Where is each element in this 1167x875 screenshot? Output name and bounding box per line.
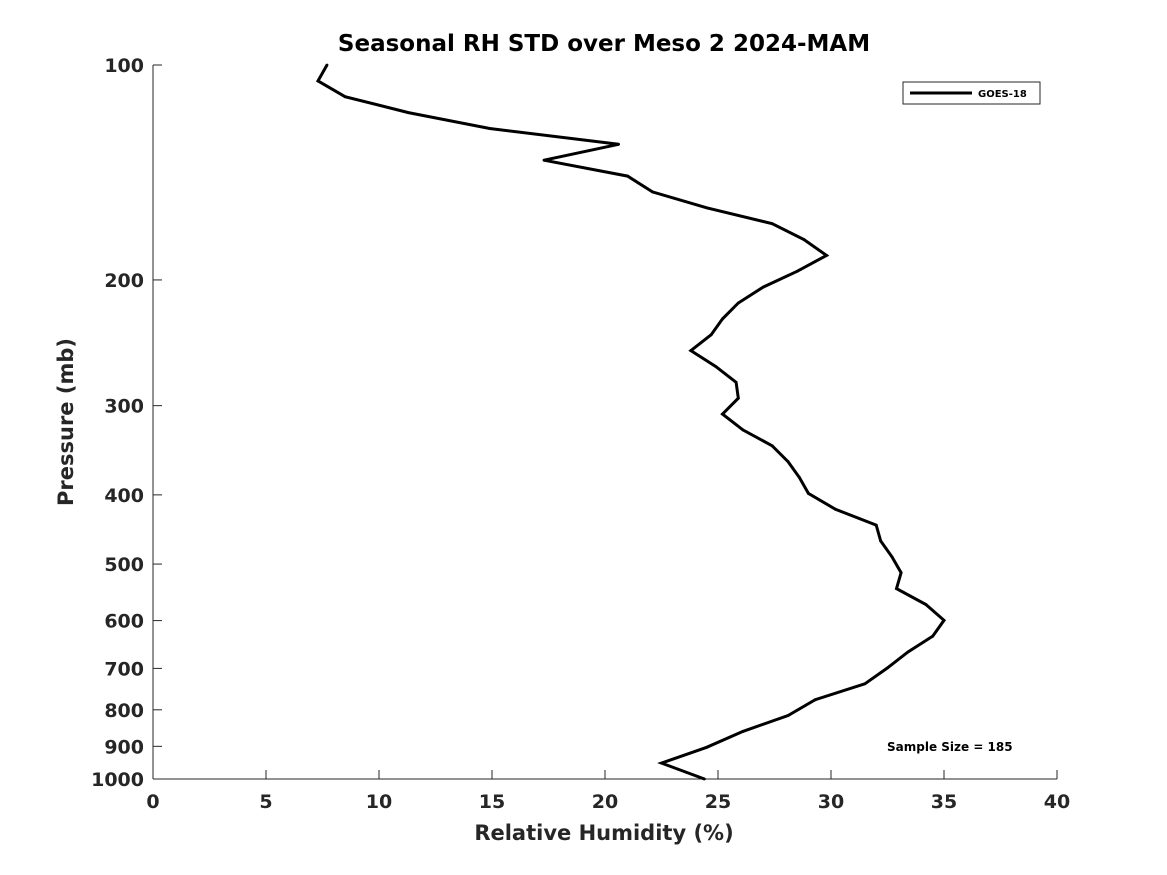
data-point: [741, 428, 745, 432]
data-point: [736, 396, 740, 400]
data-point: [741, 730, 745, 733]
data-point: [899, 571, 903, 575]
series-line-goes-18: [315, 64, 947, 781]
data-point: [626, 174, 629, 178]
x-tick-label: 10: [366, 791, 392, 813]
x-tick-label: 20: [592, 791, 618, 813]
data-point: [617, 142, 620, 146]
data-point: [931, 634, 935, 638]
sample-size-annotation: Sample Size = 185: [887, 740, 1013, 754]
data-point: [651, 190, 654, 194]
data-point: [813, 698, 817, 702]
y-tick-label: 400: [104, 485, 144, 507]
data-point: [703, 777, 706, 781]
data-point: [770, 444, 774, 448]
y-tick-label: 600: [104, 611, 144, 633]
data-point: [886, 666, 889, 670]
data-point: [714, 365, 718, 368]
y-tick-label: 700: [104, 658, 144, 680]
data-point: [709, 333, 713, 337]
data-point: [770, 222, 774, 226]
y-tick-label: 300: [104, 396, 144, 418]
data-point: [721, 412, 724, 416]
data-point: [795, 269, 799, 273]
data-point: [721, 317, 724, 321]
x-tick-label: 0: [146, 791, 159, 813]
x-tick-label: 30: [818, 791, 844, 813]
legend-entry-goes-18: GOES-18: [978, 89, 1027, 100]
data-point: [343, 95, 347, 99]
data-point: [705, 745, 709, 749]
y-tick-label: 200: [104, 270, 144, 292]
chart-title: Seasonal RH STD over Meso 2 2024-MAM: [338, 31, 870, 57]
data-point: [942, 618, 946, 622]
data-point: [807, 492, 810, 495]
y-axis-label: Pressure (mb): [54, 338, 78, 506]
data-point: [736, 301, 740, 305]
x-tick-label: 35: [931, 791, 957, 813]
data-point: [924, 603, 928, 606]
y-tick-label: 500: [104, 554, 144, 576]
y-tick-label: 900: [104, 736, 144, 758]
data-point: [874, 523, 878, 527]
data-point: [802, 238, 806, 241]
data-point: [798, 476, 801, 479]
x-tick-label: 40: [1044, 791, 1070, 813]
x-axis-ticks: 0 5 10 15 20 25 30 35 40: [146, 770, 1070, 813]
y-axis-ticks: 100 200 300 400 500 600 700 800 900 1000: [91, 55, 162, 791]
data-point: [786, 460, 790, 464]
y-tick-label: 100: [104, 55, 144, 77]
x-tick-label: 5: [259, 791, 272, 813]
data-point: [786, 714, 790, 717]
data-point: [689, 349, 693, 352]
legend: GOES-18: [902, 81, 1041, 105]
data-point: [705, 206, 709, 210]
data-point: [834, 507, 837, 511]
data-point: [542, 158, 546, 162]
data-point: [879, 539, 883, 543]
x-tick-label: 15: [479, 791, 505, 813]
x-tick-label: 25: [705, 791, 731, 813]
data-point: [325, 63, 329, 67]
data-point: [488, 127, 492, 130]
data-point: [761, 285, 765, 289]
data-point: [906, 650, 910, 654]
data-point: [316, 79, 320, 83]
y-tick-label: 1000: [91, 769, 144, 791]
data-point: [825, 254, 828, 257]
data-point: [895, 587, 898, 590]
data-point: [863, 682, 867, 686]
data-point: [734, 380, 738, 384]
data-point: [660, 761, 663, 765]
data-point: [407, 111, 410, 114]
y-tick-label: 800: [104, 700, 144, 722]
data-point: [890, 555, 894, 559]
x-axis-label: Relative Humidity (%): [474, 821, 733, 845]
series-layer: [315, 63, 947, 781]
